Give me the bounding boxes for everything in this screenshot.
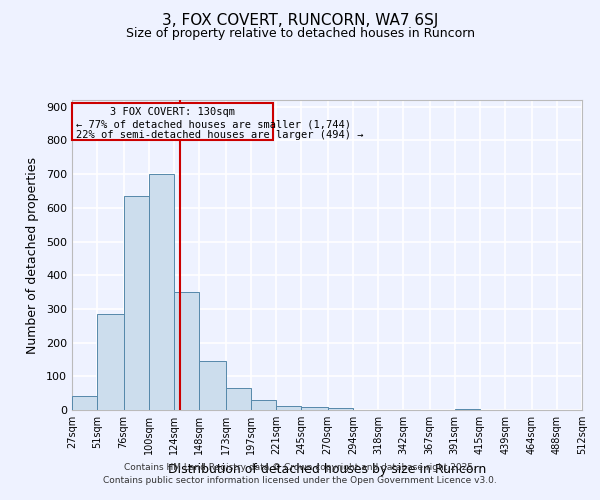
Text: Contains HM Land Registry data © Crown copyright and database right 2025.: Contains HM Land Registry data © Crown c…	[124, 464, 476, 472]
Text: Contains public sector information licensed under the Open Government Licence v3: Contains public sector information licen…	[103, 476, 497, 485]
Bar	[251, 400, 276, 410]
Text: ← 77% of detached houses are smaller (1,744): ← 77% of detached houses are smaller (1,…	[76, 120, 351, 130]
Bar	[97, 314, 124, 410]
Bar	[455, 409, 480, 410]
Bar	[149, 174, 174, 410]
X-axis label: Distribution of detached houses by size in Runcorn: Distribution of detached houses by size …	[168, 462, 486, 475]
Text: 3, FOX COVERT, RUNCORN, WA7 6SJ: 3, FOX COVERT, RUNCORN, WA7 6SJ	[162, 12, 438, 28]
Bar	[328, 408, 353, 410]
Bar	[276, 406, 301, 410]
Text: Size of property relative to detached houses in Runcorn: Size of property relative to detached ho…	[125, 28, 475, 40]
Text: 3 FOX COVERT: 130sqm: 3 FOX COVERT: 130sqm	[110, 106, 235, 117]
Bar	[72, 396, 97, 410]
Bar	[124, 196, 149, 410]
Bar	[174, 292, 199, 410]
Bar	[226, 388, 251, 410]
Bar	[199, 361, 226, 410]
Y-axis label: Number of detached properties: Number of detached properties	[26, 156, 39, 354]
Text: 22% of semi-detached houses are larger (494) →: 22% of semi-detached houses are larger (…	[76, 130, 364, 140]
FancyBboxPatch shape	[72, 104, 273, 141]
Bar	[301, 406, 328, 410]
